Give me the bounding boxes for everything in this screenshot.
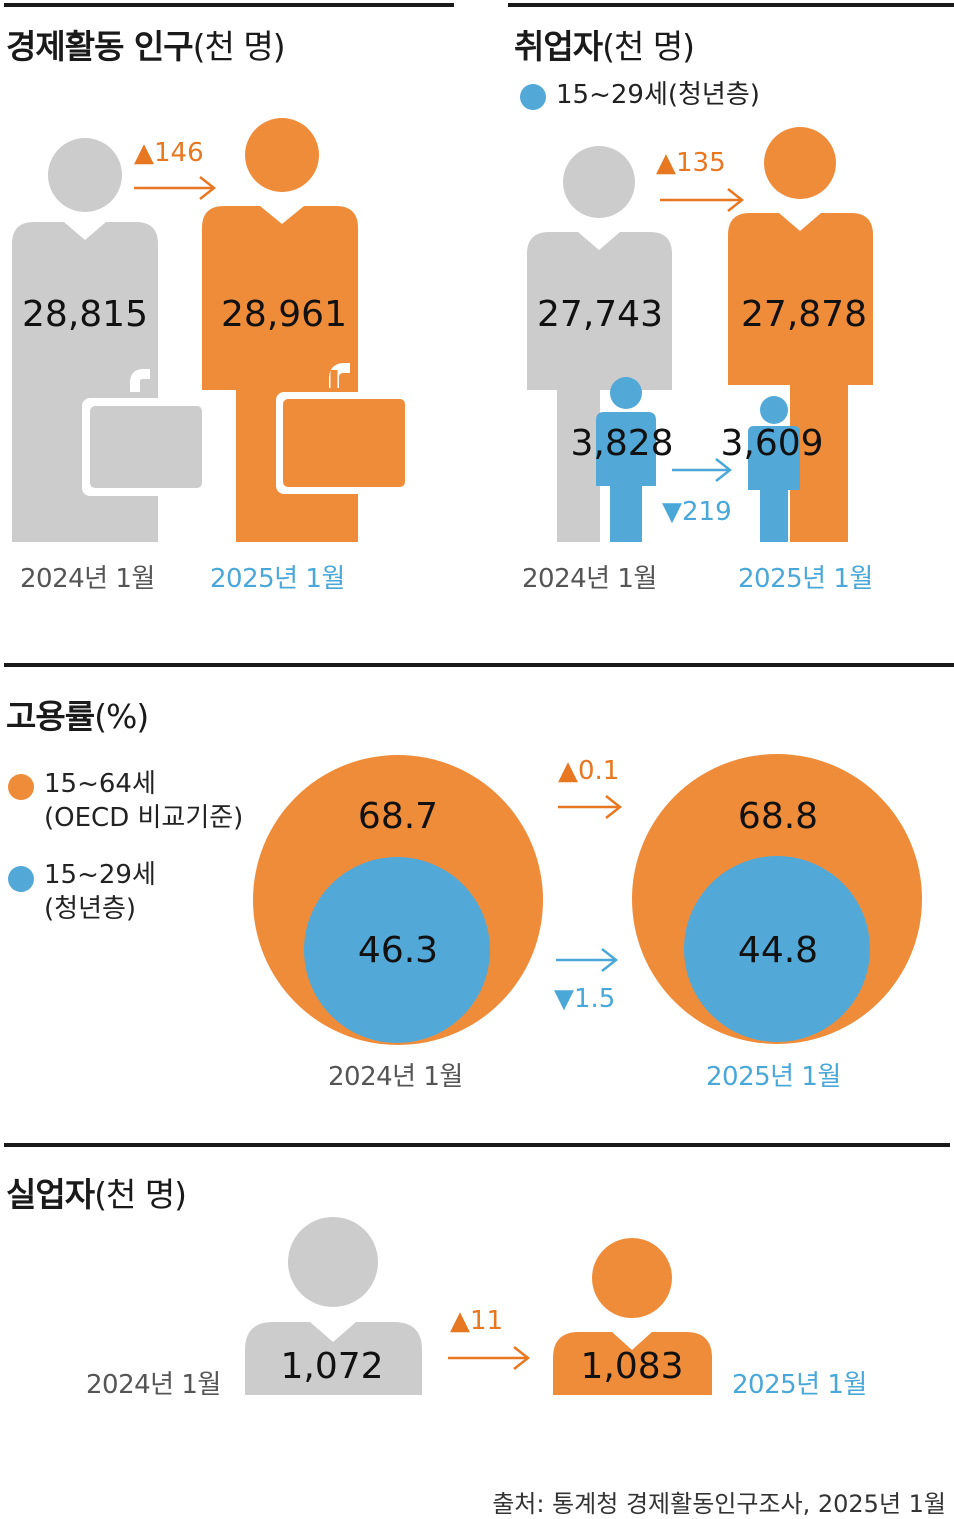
value-label: 3,828: [570, 423, 674, 464]
person-icon: [748, 396, 800, 542]
title-text: 취업자: [514, 27, 603, 66]
value-label: 3,609: [720, 423, 824, 464]
briefcase-icon: [82, 369, 210, 496]
arrow-right-icon: [556, 948, 619, 972]
change-label: ▲0.1: [558, 756, 620, 786]
change-label: ▼1.5: [554, 984, 616, 1014]
title-unit: (%): [94, 697, 149, 736]
value-label: 28,815: [22, 294, 148, 335]
value-label: 1,072: [280, 1346, 384, 1387]
person-icon: [245, 1217, 422, 1395]
value-label: 46.3: [357, 930, 439, 971]
circle-icon: [632, 754, 922, 1044]
legend-label: 15~64세 (OECD 비교기준): [44, 767, 243, 835]
person-icon: [553, 1238, 712, 1395]
section-divider: [508, 3, 954, 7]
legend-label: 15~29세 (청년층): [44, 858, 156, 926]
legend-line: 15~64세: [44, 769, 156, 799]
section-title: 취업자(천 명): [514, 20, 695, 68]
value-label: 68.8: [737, 796, 819, 837]
legend-line: (청년층): [44, 894, 137, 924]
value-label: 44.8: [737, 930, 819, 971]
value-label: 27,743: [537, 294, 663, 335]
change-label: ▲11: [450, 1306, 504, 1336]
section-title: 실업자(천 명): [6, 1168, 187, 1216]
legend-dot-icon: [8, 866, 34, 892]
arrow-right-icon: [448, 1346, 531, 1370]
title-unit: (천 명): [94, 1175, 187, 1214]
briefcase-icon: [276, 363, 412, 494]
change-label: ▼219: [662, 497, 732, 527]
circle-icon: [253, 755, 543, 1045]
year-label: 2025년 1월: [732, 1370, 867, 1400]
year-label: 2025년 1월: [738, 564, 873, 594]
value-label: 28,961: [221, 294, 347, 335]
value-label: 1,083: [580, 1346, 684, 1387]
legend-dot-icon: [520, 84, 546, 110]
value-label: 68.7: [357, 796, 439, 837]
person-icon: [596, 377, 656, 542]
title-unit: (천 명): [602, 27, 695, 66]
change-label: ▲135: [656, 148, 726, 178]
arrow-right-icon: [558, 795, 623, 819]
section-divider: [4, 1143, 950, 1147]
legend-dot-icon: [8, 774, 34, 800]
year-label: 2024년 1월: [86, 1370, 221, 1400]
section-title: 고용률(%): [6, 690, 149, 738]
year-label: 2024년 1월: [20, 564, 155, 594]
year-label: 2024년 1월: [328, 1062, 463, 1092]
year-label: 2024년 1월: [522, 564, 657, 594]
legend-line: (OECD 비교기준): [44, 803, 244, 833]
legend-line: 15~29세: [44, 860, 156, 890]
person-icon: [728, 127, 873, 542]
change-label: ▲146: [134, 138, 204, 168]
arrow-right-icon: [660, 188, 745, 212]
person-icon: [527, 146, 672, 542]
section-divider: [4, 663, 954, 667]
section-divider: [4, 3, 454, 7]
value-label: 27,878: [741, 294, 867, 335]
title-text: 경제활동 인구: [6, 27, 194, 66]
source-note: 출처: 통계청 경제활동인구조사, 2025년 1월: [492, 1490, 946, 1518]
arrow-right-icon: [134, 176, 217, 200]
section-title: 경제활동 인구(천 명): [6, 20, 286, 68]
legend-label: 15~29세(청년층): [556, 80, 760, 110]
title-text: 고용률: [6, 697, 95, 736]
arrow-right-icon: [672, 458, 733, 482]
title-unit: (천 명): [192, 27, 286, 66]
title-text: 실업자: [6, 1175, 95, 1214]
year-label: 2025년 1월: [210, 564, 345, 594]
year-label: 2025년 1월: [706, 1062, 841, 1092]
